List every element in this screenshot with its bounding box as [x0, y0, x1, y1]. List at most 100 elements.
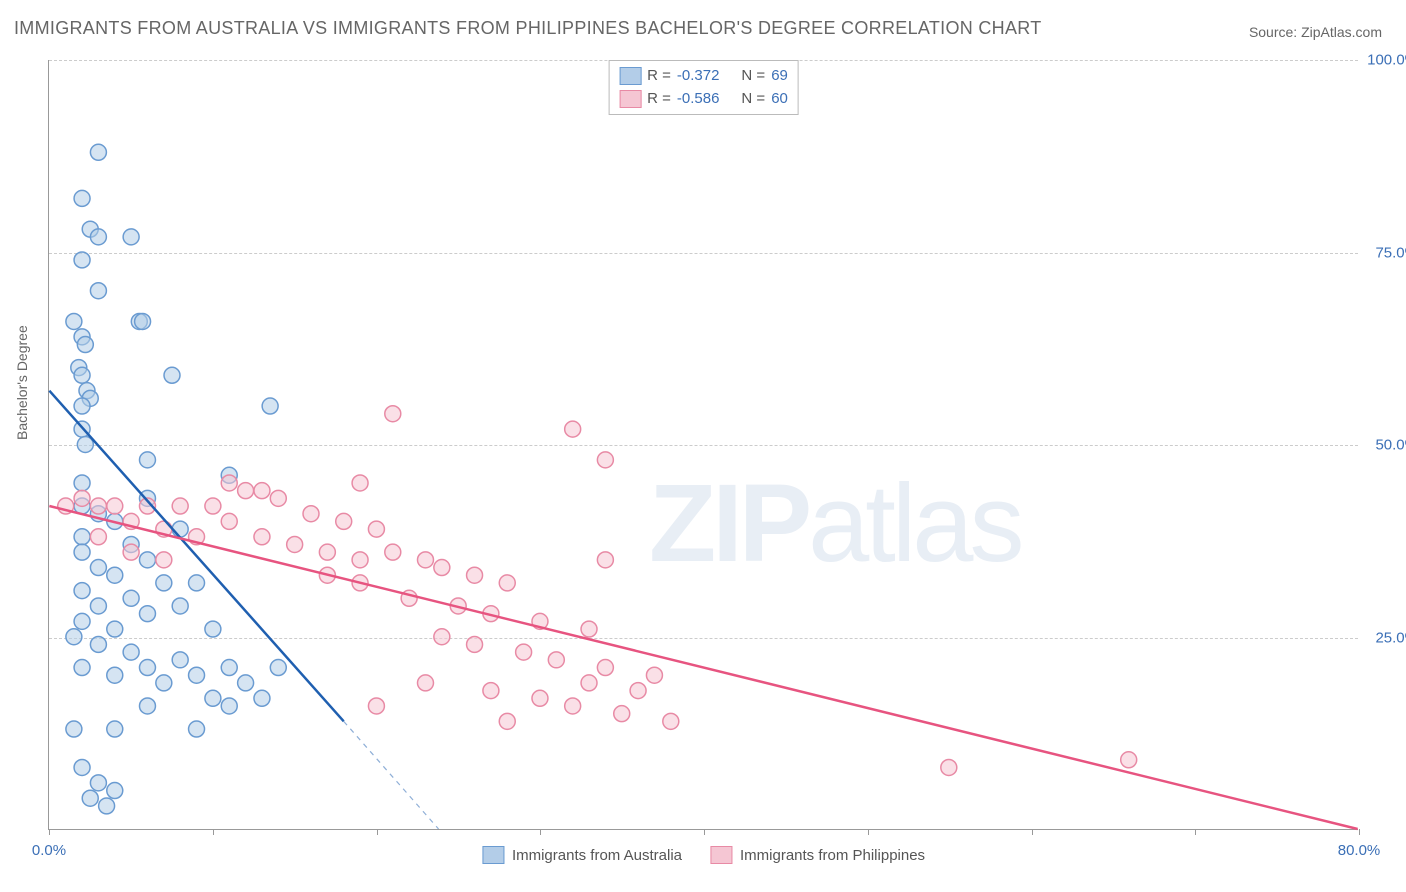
data-point	[336, 513, 352, 529]
data-point	[434, 629, 450, 645]
data-point	[189, 575, 205, 591]
data-point	[1121, 752, 1137, 768]
x-tick-mark	[1195, 829, 1196, 835]
data-point	[172, 498, 188, 514]
legend-r-value: -0.586	[677, 88, 720, 111]
data-point	[156, 552, 172, 568]
data-point	[385, 544, 401, 560]
data-point	[66, 313, 82, 329]
legend-swatch	[619, 90, 641, 108]
x-tick-mark	[704, 829, 705, 835]
x-tick-mark	[1359, 829, 1360, 835]
data-point	[270, 660, 286, 676]
data-point	[90, 636, 106, 652]
y-tick-label: 25.0%	[1363, 629, 1406, 646]
source-label: Source: ZipAtlas.com	[1249, 24, 1382, 40]
data-point	[221, 475, 237, 491]
data-point	[139, 698, 155, 714]
data-point	[189, 667, 205, 683]
data-point	[254, 690, 270, 706]
x-tick-mark	[540, 829, 541, 835]
legend-r-value: -0.372	[677, 65, 720, 88]
data-point	[205, 690, 221, 706]
x-tick-label: 80.0%	[1338, 842, 1381, 859]
data-point	[172, 521, 188, 537]
data-point	[74, 367, 90, 383]
x-tick-mark	[213, 829, 214, 835]
data-point	[352, 475, 368, 491]
y-axis-label: Bachelor's Degree	[14, 325, 30, 440]
data-point	[565, 698, 581, 714]
y-tick-label: 100.0%	[1363, 52, 1406, 69]
data-point	[90, 598, 106, 614]
data-point	[597, 552, 613, 568]
x-tick-mark	[1032, 829, 1033, 835]
data-point	[254, 483, 270, 499]
chart-title: IMMIGRANTS FROM AUSTRALIA VS IMMIGRANTS …	[14, 18, 1042, 39]
data-point	[107, 721, 123, 737]
data-point	[74, 613, 90, 629]
legend-n-label: N =	[741, 65, 765, 88]
data-point	[646, 667, 662, 683]
data-point	[417, 675, 433, 691]
data-point	[303, 506, 319, 522]
data-point	[156, 675, 172, 691]
data-point	[172, 652, 188, 668]
data-point	[499, 713, 515, 729]
legend-swatch	[619, 67, 641, 85]
data-point	[123, 544, 139, 560]
data-point	[319, 544, 335, 560]
x-tick-mark	[377, 829, 378, 835]
legend-n-label: N =	[741, 88, 765, 111]
bottom-legend-item: Immigrants from Philippines	[710, 846, 925, 864]
legend-row: R =-0.586N =60	[619, 88, 788, 111]
data-point	[139, 606, 155, 622]
legend-n-value: 60	[771, 88, 788, 111]
data-point	[532, 690, 548, 706]
data-point	[941, 759, 957, 775]
data-point	[434, 560, 450, 576]
data-point	[205, 498, 221, 514]
data-point	[90, 498, 106, 514]
data-point	[66, 721, 82, 737]
data-point	[483, 683, 499, 699]
data-point	[99, 798, 115, 814]
data-point	[172, 598, 188, 614]
data-point	[238, 675, 254, 691]
data-point	[417, 552, 433, 568]
data-point	[74, 398, 90, 414]
scatter-svg	[49, 60, 1358, 829]
data-point	[221, 698, 237, 714]
data-point	[238, 483, 254, 499]
data-point	[139, 660, 155, 676]
bottom-legend-item: Immigrants from Australia	[482, 846, 682, 864]
data-point	[123, 590, 139, 606]
data-point	[66, 629, 82, 645]
data-point	[107, 783, 123, 799]
legend-n-value: 69	[771, 65, 788, 88]
data-point	[467, 636, 483, 652]
data-point	[287, 536, 303, 552]
data-point	[90, 229, 106, 245]
data-point	[107, 498, 123, 514]
x-tick-label: 0.0%	[32, 842, 66, 859]
data-point	[90, 144, 106, 160]
y-tick-label: 50.0%	[1363, 437, 1406, 454]
data-point	[385, 406, 401, 422]
data-point	[90, 775, 106, 791]
data-point	[74, 583, 90, 599]
data-point	[597, 452, 613, 468]
data-point	[90, 560, 106, 576]
x-tick-mark	[49, 829, 50, 835]
data-point	[581, 621, 597, 637]
series-label: Immigrants from Australia	[512, 847, 682, 864]
data-point	[107, 667, 123, 683]
data-point	[205, 621, 221, 637]
data-point	[77, 337, 93, 353]
data-point	[614, 706, 630, 722]
data-point	[663, 713, 679, 729]
plot-area: ZIPatlas 25.0%50.0%75.0%100.0% 0.0%80.0%…	[48, 60, 1358, 830]
data-point	[74, 475, 90, 491]
data-point	[368, 698, 384, 714]
data-point	[565, 421, 581, 437]
